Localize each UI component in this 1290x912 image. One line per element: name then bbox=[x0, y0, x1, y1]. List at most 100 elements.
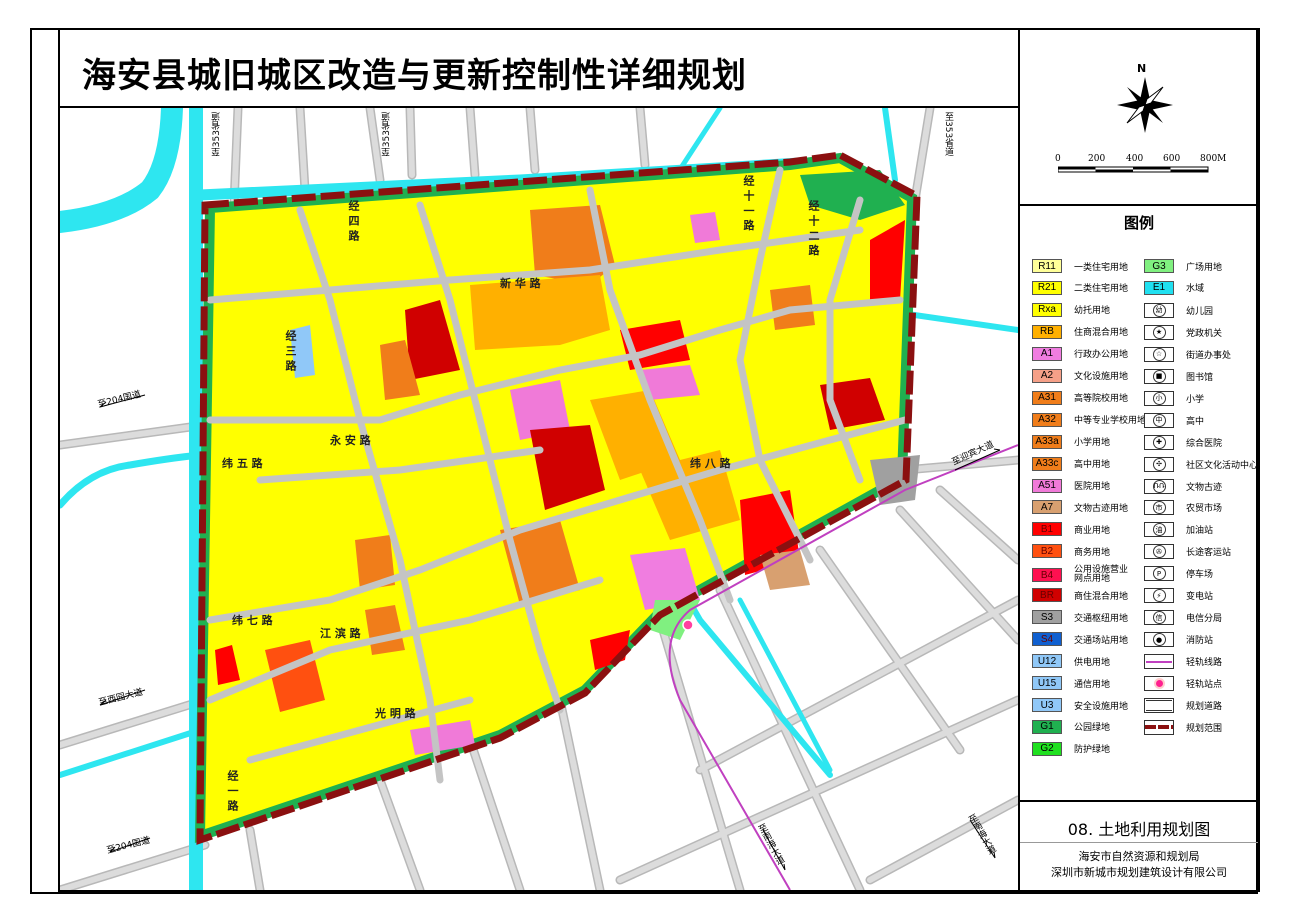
direction-label: 至353省道 bbox=[212, 112, 222, 157]
legend-label: 街道办事处 bbox=[1186, 350, 1232, 361]
legend-item-b1: B1 商业用地 bbox=[1032, 522, 1111, 537]
legend-label: 文物古迹用地 bbox=[1074, 503, 1129, 514]
legend-label: 中等专业学校用地 bbox=[1074, 416, 1147, 427]
street-label: 经 十 一 路 bbox=[742, 175, 755, 231]
legend-item-a32: A32 中等专业学校用地 bbox=[1032, 412, 1147, 427]
legend-swatch: U12 bbox=[1032, 654, 1062, 669]
legend-swatch: BR bbox=[1032, 588, 1062, 603]
legend-label: 幼儿园 bbox=[1186, 306, 1214, 317]
legend-item: 规划道路 bbox=[1144, 698, 1222, 713]
icon-glyph: ■ bbox=[1152, 369, 1166, 383]
legend-item-s4: S4 交通场站用地 bbox=[1032, 632, 1129, 647]
legend-label: 高中 bbox=[1186, 416, 1205, 427]
legend-label: 防护绿地 bbox=[1074, 745, 1111, 756]
legend-item-s3: S3 交通枢纽用地 bbox=[1032, 610, 1128, 625]
subdistrict-office-icon: ☆ bbox=[1144, 346, 1174, 362]
legend-swatch: U3 bbox=[1032, 698, 1062, 712]
street-label: 新 华 路 bbox=[500, 277, 541, 290]
legend-label: 长途客运站 bbox=[1186, 548, 1232, 559]
legend-item: 幼 幼儿园 bbox=[1144, 302, 1214, 318]
legend-item: 轻轨站点 bbox=[1144, 676, 1223, 692]
legend-item-rb: RB 住商混合用地 bbox=[1032, 324, 1128, 339]
street-label: 经 四 路 bbox=[347, 200, 360, 241]
primary-school-icon: 小 bbox=[1144, 390, 1174, 406]
legend-label: 小学用地 bbox=[1074, 438, 1111, 449]
legend-label: 消防站 bbox=[1186, 636, 1214, 647]
community-center-icon: ✣ bbox=[1144, 456, 1174, 472]
parking-icon: P bbox=[1144, 566, 1174, 582]
scale-bar bbox=[1058, 166, 1209, 173]
interior-roads bbox=[206, 166, 909, 784]
gas-station-icon: 油 bbox=[1144, 522, 1174, 538]
legend-swatch: E1 bbox=[1144, 280, 1174, 295]
legend-swatch: RB bbox=[1032, 324, 1062, 339]
legend-swatch: B4 bbox=[1032, 568, 1062, 583]
legend-swatch: A1 bbox=[1032, 346, 1062, 361]
legend-item: 规划范围 bbox=[1144, 719, 1222, 735]
hospital-icon: ✚ bbox=[1144, 434, 1174, 450]
legend-label: 商住混合用地 bbox=[1074, 591, 1129, 602]
legend-swatch: A32 bbox=[1032, 412, 1062, 427]
legend-label: 一类住宅用地 bbox=[1074, 262, 1129, 273]
legend-item-u15: U15 通信用地 bbox=[1032, 676, 1110, 691]
legend-swatch: G3 bbox=[1144, 259, 1174, 273]
legend-label: 公园绿地 bbox=[1074, 723, 1111, 734]
legend-swatch: Rxa bbox=[1032, 302, 1062, 317]
north-arrow-icon bbox=[1117, 77, 1173, 133]
legend-item: ՌՌ 文物古迹 bbox=[1144, 478, 1223, 494]
icon-glyph: ☆ bbox=[1152, 347, 1166, 361]
legend-label: 供电用地 bbox=[1074, 657, 1111, 668]
high-school-icon: 中 bbox=[1144, 412, 1174, 428]
scale-label: 0 bbox=[1055, 154, 1061, 164]
legend-label: 党政机关 bbox=[1186, 328, 1223, 339]
legend-label: 交通场站用地 bbox=[1074, 635, 1129, 646]
legend-item-a2: A2 文化设施用地 bbox=[1032, 368, 1128, 383]
legend-item: 轻轨线路 bbox=[1144, 654, 1223, 670]
org-name: 深圳市新城市规划建筑设计有限公司 bbox=[1051, 866, 1227, 879]
legend-label: 医院用地 bbox=[1074, 482, 1111, 492]
org-name: 海安市自然资源和规划局 bbox=[1078, 850, 1200, 863]
scale-label: 600 bbox=[1163, 154, 1181, 164]
legend-item-a51: A51 医院用地 bbox=[1032, 478, 1111, 493]
north-label: N bbox=[1137, 62, 1147, 75]
legend-label: 社区文化活动中心 bbox=[1186, 460, 1259, 471]
market-icon: 市 bbox=[1144, 500, 1174, 516]
icon-glyph: 市 bbox=[1152, 501, 1166, 515]
inner-frame bbox=[58, 28, 1260, 892]
legend-swatch: A51 bbox=[1032, 478, 1062, 493]
legend-label: 轻轨线路 bbox=[1186, 658, 1223, 669]
legend-swatch: S3 bbox=[1032, 610, 1062, 625]
direction-label: 至353省道 bbox=[382, 112, 392, 157]
legend-label: 文物古迹 bbox=[1186, 482, 1223, 493]
title-box: 海安县城旧城区改造与更新控制性详细规划 bbox=[60, 30, 1018, 108]
street-label: 永 安 路 bbox=[330, 434, 371, 447]
legend-label: 公用设施营业网点用地 bbox=[1074, 565, 1129, 585]
legend-label: 幼托用地 bbox=[1074, 306, 1111, 317]
legend-swatch: A2 bbox=[1032, 368, 1062, 383]
legend-label: 行政办公用地 bbox=[1074, 350, 1129, 361]
legend-label: 商业用地 bbox=[1074, 525, 1111, 536]
street-label: 经 三 路 bbox=[284, 330, 297, 371]
side-panel: N 0 200 400 600 800M 图例 R11 一类住宅用地 R21 二类住宅… bbox=[1018, 30, 1258, 890]
legend-item-rxa: Rxa 幼托用地 bbox=[1032, 302, 1111, 317]
legend-swatch: R11 bbox=[1032, 259, 1062, 273]
legend-item-a33a: A33a 小学用地 bbox=[1032, 434, 1111, 449]
legend-label: 商务用地 bbox=[1074, 547, 1111, 558]
legend-item-a7: A7 文物古迹用地 bbox=[1032, 500, 1129, 515]
legend-label: 变电站 bbox=[1186, 592, 1214, 603]
legend-label: 小学 bbox=[1186, 394, 1205, 405]
light-rail-station-icon bbox=[1144, 676, 1174, 692]
legend-label: 二类住宅用地 bbox=[1074, 284, 1129, 295]
scale-label: 200 bbox=[1088, 154, 1106, 164]
legend-item-a31: A31 高等院校用地 bbox=[1032, 390, 1128, 405]
library-icon: ■ bbox=[1144, 368, 1174, 384]
telecom-icon: 信 bbox=[1144, 610, 1174, 626]
icon-glyph: P bbox=[1152, 567, 1166, 581]
legend-swatch: A33c bbox=[1032, 456, 1062, 471]
icon-glyph: ✇ bbox=[1152, 545, 1166, 559]
light-rail-line-icon bbox=[1144, 654, 1174, 670]
heritage-icon: ՌՌ bbox=[1144, 478, 1174, 494]
legend-label: 轻轨站点 bbox=[1186, 680, 1223, 691]
legend-item: ★ 党政机关 bbox=[1144, 324, 1223, 340]
